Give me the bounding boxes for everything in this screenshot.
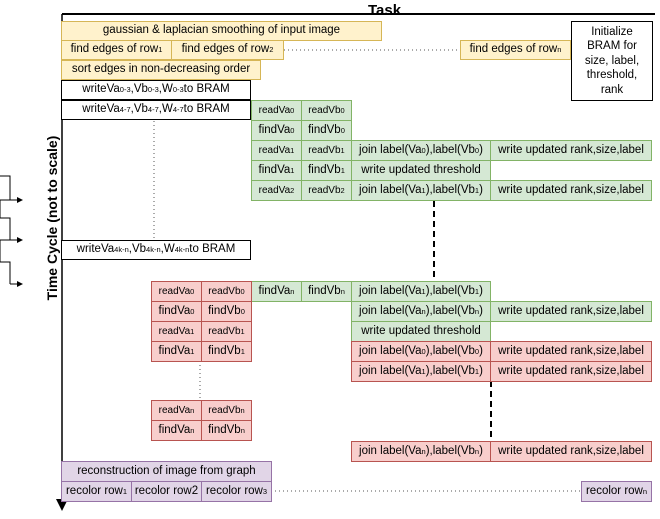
red-join-label-1-box: join label(Va 1),label(Vb 1) <box>351 361 491 382</box>
join-label-1-box: join label(Va 1),label(Vb 1) <box>351 180 491 201</box>
read-va1-box: read Va 1 <box>251 140 302 161</box>
red-find-vb1-box: find Vb 1 <box>201 341 252 362</box>
write-rank-size-label-0-box: write updated rank,size,label <box>490 140 652 161</box>
recolor-row2-box: recolor row 2 <box>131 481 202 502</box>
join-label-0-box: join label(Va 0),label(Vb 0) <box>351 140 491 161</box>
write-threshold-0-box: write updated threshold <box>351 160 491 181</box>
red-find-vbn-box: find Vb n <box>201 420 252 441</box>
red-read-va0-box: read Va 0 <box>151 281 202 302</box>
write-bram-4k-n-box: write Va 4k-n, Vb 4k-n, W 4k-n to BRAM <box>61 240 251 260</box>
find-va1-box: find Va 1 <box>251 160 302 181</box>
red-join-label-0-box: join label(Va 0),label(Vb 0) <box>351 341 491 362</box>
find-va0-box: find Va 0 <box>251 120 302 141</box>
write-rank-size-label-n-box: write updated rank,size,label <box>490 301 652 322</box>
write-rank-size-label-1-box: write updated rank,size,label <box>490 180 652 201</box>
red-read-vb1-box: read Vb 1 <box>201 321 252 342</box>
red-write-rank-size-label-n-box: write updated rank,size,label <box>490 441 652 462</box>
write-threshold-n-box: write updated threshold <box>351 321 491 342</box>
red-write-rank-size-label-0-box: write updated rank,size,label <box>490 341 652 362</box>
red-find-van-box: find Va n <box>151 420 202 441</box>
red-write-rank-size-label-1-box: write updated rank,size,label <box>490 361 652 382</box>
find-vb1-box: find Vb 1 <box>301 160 352 181</box>
initialize-bram-box: Initialize BRAM for size, label, thresho… <box>571 21 653 101</box>
find-edges-rown-box: find edges of row n <box>460 40 571 60</box>
reconstruction-box: reconstruction of image from graph <box>61 461 272 482</box>
recolor-rown-box: recolor row n <box>581 481 652 502</box>
read-vb1-box: read Vb 1 <box>301 140 352 161</box>
red-join-label-n-box: join label(Va n),label(Vb n) <box>351 441 491 462</box>
read-va0-box: read Va 0 <box>251 100 302 121</box>
join-label-n-box: join label(Va n),label(Vb n) <box>351 301 491 322</box>
find-edges-row1-box: find edges of row 1 <box>61 40 172 60</box>
write-bram-0-3-box: write Va 0-3, Vb 0-3, W 0-3 to BRAM <box>61 80 251 100</box>
recolor-row1-box: recolor row 1 <box>61 481 132 502</box>
red-find-vb0-box: find Vb 0 <box>201 301 252 322</box>
read-vb2-box: read Vb 2 <box>301 180 352 201</box>
find-van-box: find Va n <box>251 281 302 302</box>
red-read-vb0-box: read Vb 0 <box>201 281 252 302</box>
find-edges-row2-box: find edges of row 2 <box>171 40 284 60</box>
red-find-va1-box: find Va 1 <box>151 341 202 362</box>
clock-waveform <box>0 175 11 284</box>
red-read-van-box: read Va n <box>151 400 202 421</box>
red-read-vbn-box: read Vb n <box>201 400 252 421</box>
find-vbn-box: find Vb n <box>301 281 352 302</box>
gaussian-smoothing-box: gaussian & laplacian smoothing of input … <box>61 21 382 41</box>
write-bram-4-7-box: write Va 4-7, Vb 4-7, W 4-7 to BRAM <box>61 100 251 120</box>
read-vb0-box: read Vb 0 <box>301 100 352 121</box>
read-va2-box: read Va 2 <box>251 180 302 201</box>
red-find-va0-box: find Va 0 <box>151 301 202 322</box>
join-label-1-late-box: join label(Va 1),label(Vb 1) <box>351 281 491 302</box>
red-read-va1-box: read Va 1 <box>151 321 202 342</box>
sort-edges-box: sort edges in non-decreasing order <box>61 60 261 80</box>
recolor-row3-box: recolor row 3 <box>201 481 272 502</box>
find-vb0-box: find Vb 0 <box>301 120 352 141</box>
